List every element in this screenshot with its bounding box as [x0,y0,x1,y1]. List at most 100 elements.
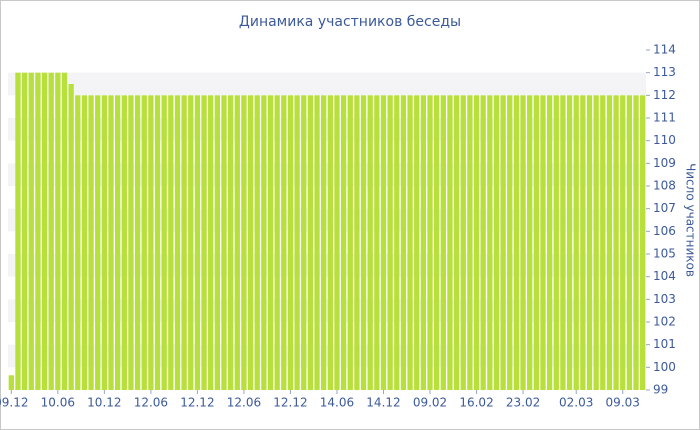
bar [114,95,121,390]
plot-band [8,299,646,322]
bar [161,95,167,390]
x-tick-label: 09.02 [413,396,447,410]
bar [520,95,526,390]
bar [75,95,81,390]
bar [414,95,420,390]
bar [281,95,287,390]
bar [394,95,400,390]
bar [48,72,54,391]
bar [254,95,260,390]
y-tick-label: 114 [653,43,676,57]
bar [181,95,187,390]
y-tick-label: 100 [653,360,676,374]
bar [95,95,101,390]
bar [420,95,427,390]
bar [540,95,546,390]
bar [188,95,194,390]
bar [201,95,207,390]
bar [354,95,360,390]
bar [68,84,74,390]
y-tick-label: 109 [653,156,676,170]
x-tick-label: 12.12 [180,396,214,410]
x-tick-label: 10.06 [41,396,75,410]
x-tick-label: 10.12 [87,396,121,410]
x-tick-label: 02.03 [559,396,593,410]
bar [168,95,174,390]
plot-band [8,208,646,232]
bar [154,95,161,390]
bar [261,95,267,390]
x-tick-label: 16.02 [459,396,493,410]
bar [287,95,294,390]
bar [108,95,114,390]
bar [620,95,626,390]
bar [247,95,254,390]
bar [35,72,41,391]
bar [447,95,453,390]
bar [487,95,493,390]
bar [453,95,460,390]
bar [606,95,613,390]
bar [101,95,108,390]
x-tick-label: 14.06 [320,396,354,410]
bar [374,95,380,390]
bar [467,95,473,390]
bar [15,72,21,391]
bar [340,95,347,390]
bar [560,95,566,390]
bar [214,95,221,390]
bar [55,72,61,391]
bar [234,95,240,390]
bar [208,95,214,390]
bar [88,95,94,390]
bar [174,95,181,390]
bar [493,95,500,390]
bar [407,95,413,390]
bar [221,95,227,390]
bar [500,95,506,390]
x-tick-label: 09.12 [0,396,29,410]
bar [533,95,540,390]
bar [527,95,533,390]
bar [573,95,579,390]
plot-band [8,72,646,96]
bar [427,95,433,390]
bar [301,95,307,390]
x-tick-label: 12.12 [273,396,307,410]
bar [274,95,280,390]
bar [473,95,480,390]
bar [227,95,234,390]
bar [480,95,486,390]
y-tick-label: 106 [653,224,676,238]
bar [460,95,466,390]
y-tick-label: 102 [653,315,676,329]
plot-band [8,118,646,141]
bar [586,95,593,390]
bar [440,95,446,390]
plot-band [8,163,646,186]
bar [314,95,320,390]
bar [380,95,387,390]
x-tick-label: 14.12 [366,396,400,410]
bar [566,95,573,390]
y-tick-label: 111 [653,111,676,125]
y-tick-label: 110 [653,133,676,147]
bar [367,95,373,390]
bar [148,95,154,390]
bar [553,95,559,390]
x-tick-label: 23.02 [506,396,540,410]
bar [267,95,274,390]
bar [307,95,314,390]
bar [81,95,88,390]
y-tick-label: 101 [653,337,676,351]
bar [294,95,300,390]
y-axis-title: Число участников [684,163,698,277]
bar [347,95,353,390]
bar [400,95,407,390]
bar [134,95,141,390]
bar [360,95,367,390]
y-tick-label: 112 [653,88,676,102]
y-tick-label: 99 [653,383,668,397]
bar [613,95,619,390]
bar [334,95,340,390]
